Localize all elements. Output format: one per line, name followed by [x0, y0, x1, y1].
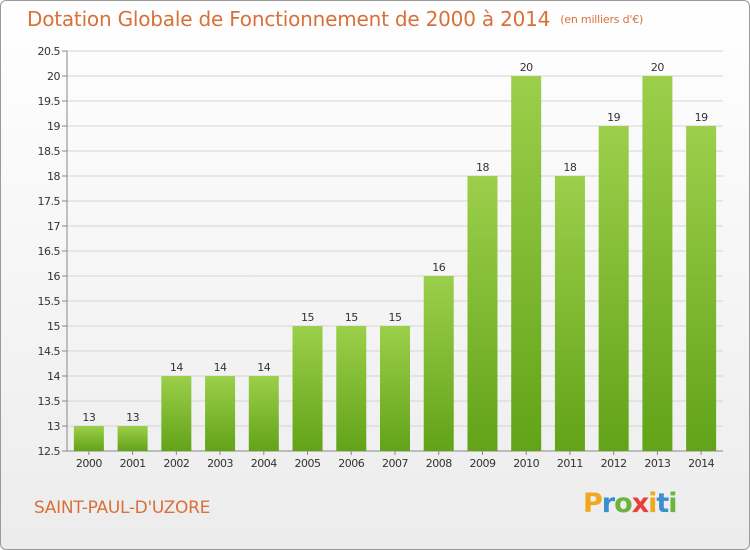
data-label: 14 — [214, 361, 227, 374]
y-tick-label: 16 — [47, 270, 60, 283]
y-tick-label: 17 — [47, 220, 60, 233]
x-tick-label: 2001 — [120, 457, 146, 470]
x-tick-label: 2006 — [338, 457, 364, 470]
bar-2012 — [598, 126, 629, 451]
y-tick-label: 18 — [47, 170, 60, 183]
bar-2007 — [380, 326, 410, 451]
bar-2001 — [117, 426, 148, 451]
logo-letter: o — [614, 488, 633, 519]
data-label: 20 — [651, 61, 664, 74]
x-tick-label: 2000 — [76, 457, 102, 470]
y-tick-label: 19.5 — [38, 95, 61, 108]
y-tick-labels: 12.5 13 13.5 14 14.5 15 15.5 16 16.5 17 17.5 18 18.5… — [38, 45, 61, 458]
chart-title-text: Dotation Globale de Fonctionnement de 20… — [27, 7, 551, 31]
x-tick-label: 2011 — [557, 457, 583, 470]
x-tick-label: 2012 — [601, 457, 627, 470]
bar-2010 — [511, 76, 542, 451]
y-tick-label: 19 — [47, 120, 60, 133]
bar-2008 — [423, 276, 454, 451]
y-tick-label: 18.5 — [38, 145, 61, 158]
x-tick-label: 2005 — [295, 457, 321, 470]
logo-letter: i — [648, 488, 657, 519]
y-tick-label: 15.5 — [38, 295, 61, 308]
y-tick-label: 17.5 — [38, 195, 61, 208]
data-labels: 13 13 14 14 14 15 15 15 16 18 20 18 19 20 19 — [82, 61, 708, 424]
y-tick-label: 13 — [47, 420, 60, 433]
data-label: 14 — [170, 361, 183, 374]
data-label: 15 — [389, 311, 402, 324]
bar-2014 — [686, 126, 717, 451]
data-label: 19 — [607, 111, 620, 124]
y-tick-label: 12.5 — [38, 445, 61, 458]
logo-letter: P — [583, 488, 603, 519]
data-label: 15 — [301, 311, 314, 324]
bar-2013 — [642, 76, 673, 451]
logo-letter: r — [601, 488, 615, 519]
data-label: 14 — [257, 361, 270, 374]
bar-2009 — [467, 176, 498, 451]
y-tick-label: 14.5 — [38, 345, 61, 358]
proxiti-logo: Proxiti — [583, 488, 678, 519]
logo-letter: t — [656, 488, 669, 519]
y-tick-label: 14 — [47, 370, 60, 383]
x-tick-label: 2004 — [251, 457, 277, 470]
x-tick-label: 2010 — [513, 457, 539, 470]
x-tick-label: 2007 — [382, 457, 408, 470]
y-tick-label: 16.5 — [38, 245, 61, 258]
data-label: 13 — [126, 411, 139, 424]
data-label: 18 — [476, 161, 489, 174]
x-tick-label: 2008 — [426, 457, 452, 470]
y-tick-label: 15 — [47, 320, 60, 333]
x-tick-label: 2009 — [469, 457, 495, 470]
bars — [73, 76, 717, 451]
x-tick-label: 2003 — [207, 457, 233, 470]
chart-title: Dotation Globale de Fonctionnement de 20… — [27, 7, 643, 31]
bar-2000 — [73, 426, 104, 451]
bar-2003 — [205, 376, 236, 451]
data-label: 18 — [563, 161, 576, 174]
bar-2004 — [248, 376, 279, 451]
y-tick-label: 20 — [47, 70, 60, 83]
bar-2006 — [336, 326, 367, 451]
bar-2002 — [161, 376, 192, 451]
y-tick-label: 13.5 — [38, 395, 61, 408]
logo-letter: x — [631, 488, 649, 519]
x-tick-labels: 2000 2001 2002 2003 2004 2005 2006 2007 2008 2009… — [76, 451, 715, 470]
data-label: 13 — [82, 411, 95, 424]
x-tick-label: 2002 — [163, 457, 189, 470]
logo-letter: i — [668, 488, 677, 519]
data-label: 16 — [432, 261, 445, 274]
x-tick-label: 2013 — [644, 457, 670, 470]
data-label: 19 — [695, 111, 708, 124]
bar-2005 — [292, 326, 323, 451]
bar-2011 — [554, 176, 585, 451]
data-label: 20 — [520, 61, 533, 74]
chart-unit-label: (en milliers d'€) — [560, 13, 644, 26]
x-tick-label: 2014 — [688, 457, 714, 470]
y-tick-label: 20.5 — [38, 45, 61, 58]
data-label: 15 — [345, 311, 358, 324]
commune-name: SAINT-PAUL-D'UZORE — [34, 498, 211, 518]
